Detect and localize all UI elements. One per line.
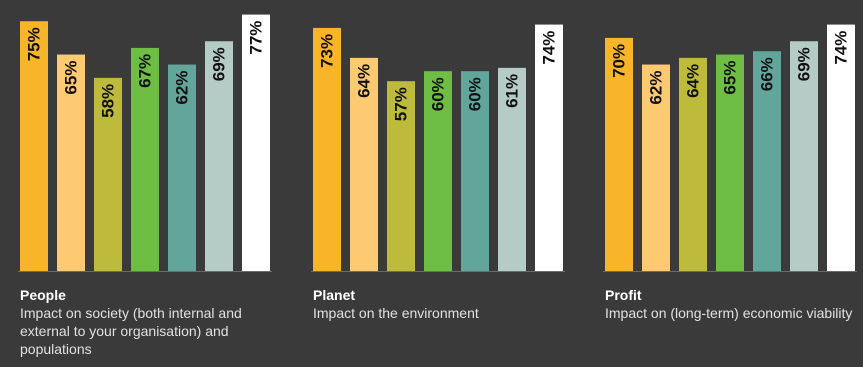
bar bbox=[20, 21, 48, 271]
chart-people: 75% 65% 58% 67% 62% 69% 77% People Impact on s… bbox=[0, 0, 272, 367]
bar bbox=[205, 41, 233, 272]
bar bbox=[131, 47, 159, 271]
baseline bbox=[18, 271, 272, 272]
data-label: 57% bbox=[392, 87, 411, 121]
data-label: 62% bbox=[647, 71, 666, 105]
data-label: 70% bbox=[610, 44, 629, 78]
baseline bbox=[603, 271, 857, 272]
bar bbox=[350, 57, 378, 271]
data-label: 60% bbox=[429, 77, 448, 111]
bar bbox=[605, 37, 633, 272]
baseline bbox=[311, 271, 565, 272]
data-label: 60% bbox=[466, 77, 485, 111]
data-label: 67% bbox=[136, 54, 155, 88]
bar bbox=[642, 64, 670, 271]
bar bbox=[57, 54, 85, 271]
bar bbox=[716, 54, 744, 271]
data-label: 65% bbox=[721, 61, 740, 95]
bar-chart-people: 75% 65% 58% 67% 62% 69% 77% bbox=[20, 14, 270, 272]
data-label: 62% bbox=[173, 71, 192, 105]
chart-title: People bbox=[20, 287, 66, 303]
bar-chart-profit: 70% 62% 64% 65% 66% 69% 74% bbox=[605, 24, 855, 272]
data-label: 74% bbox=[832, 31, 851, 65]
bar bbox=[424, 71, 452, 271]
bar bbox=[498, 67, 526, 272]
chart-profit: 70% 62% 64% 65% 66% 69% 74% Profit Impact on (… bbox=[585, 0, 857, 367]
bar bbox=[679, 57, 707, 271]
data-label: 65% bbox=[62, 61, 81, 95]
bar bbox=[461, 71, 489, 271]
bar bbox=[242, 14, 270, 272]
data-label: 69% bbox=[795, 47, 814, 81]
chart-subtitle: Impact on the environment bbox=[313, 305, 479, 321]
data-label: 74% bbox=[540, 31, 559, 65]
data-label: 77% bbox=[247, 21, 266, 55]
bar bbox=[387, 81, 415, 271]
data-label: 69% bbox=[210, 47, 229, 81]
caption-planet: Planet Impact on the environment bbox=[313, 286, 563, 322]
bar bbox=[753, 51, 781, 271]
data-label: 75% bbox=[25, 27, 44, 61]
bar bbox=[168, 64, 196, 271]
data-label: 73% bbox=[318, 34, 337, 68]
chart-subtitle: Impact on (long-term) economic viability bbox=[605, 305, 853, 321]
caption-profit: Profit Impact on (long-term) economic vi… bbox=[605, 286, 855, 322]
bar bbox=[827, 24, 855, 271]
data-label: 64% bbox=[684, 64, 703, 98]
bar bbox=[790, 41, 818, 272]
bar bbox=[94, 77, 122, 271]
bar bbox=[535, 24, 563, 271]
data-label: 66% bbox=[758, 57, 777, 91]
caption-people: People Impact on society (both internal … bbox=[20, 286, 270, 358]
chart-title: Planet bbox=[313, 287, 356, 303]
chart-subtitle: Impact on society (both internal and ext… bbox=[20, 305, 242, 357]
bar-chart-planet: 73% 64% 57% 60% 60% 61% 74% bbox=[313, 24, 563, 272]
bar bbox=[313, 27, 341, 271]
data-label: 61% bbox=[503, 74, 522, 108]
chart-planet: 73% 64% 57% 60% 60% 61% 74% Planet Impact on t… bbox=[293, 0, 565, 367]
data-label: 58% bbox=[99, 84, 118, 118]
chart-title: Profit bbox=[605, 287, 642, 303]
data-label: 64% bbox=[355, 64, 374, 98]
